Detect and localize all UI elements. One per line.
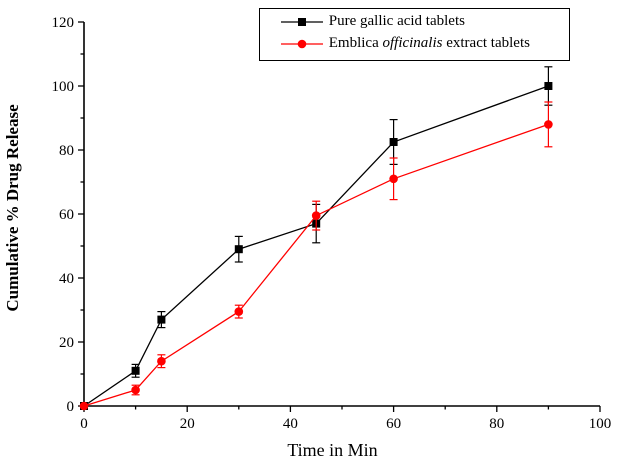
svg-text:80: 80 <box>489 416 504 432</box>
svg-text:60: 60 <box>59 207 74 223</box>
svg-text:100: 100 <box>589 416 612 432</box>
svg-text:40: 40 <box>283 416 298 432</box>
svg-text:80: 80 <box>59 143 74 159</box>
svg-text:60: 60 <box>386 416 401 432</box>
svg-text:20: 20 <box>180 416 195 432</box>
svg-text:40: 40 <box>59 271 74 287</box>
svg-text:120: 120 <box>52 15 75 31</box>
svg-text:20: 20 <box>59 335 74 351</box>
svg-text:100: 100 <box>52 79 75 95</box>
svg-text:0: 0 <box>80 416 88 432</box>
svg-text:0: 0 <box>67 399 75 415</box>
